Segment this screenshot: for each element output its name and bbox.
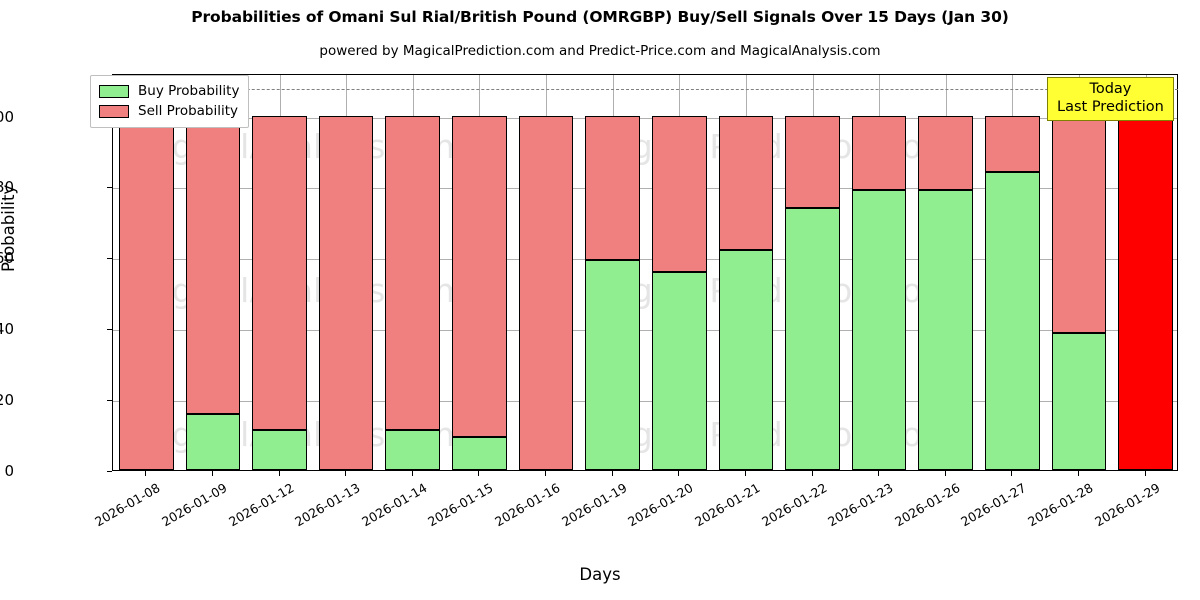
y-tick-label: 100: [0, 107, 14, 126]
bar-segment-buy[interactable]: [252, 429, 307, 470]
bar-segment-sell[interactable]: [718, 115, 774, 251]
bar-group[interactable]: [585, 75, 640, 470]
x-tick-label: 2026-01-08: [92, 480, 163, 530]
y-tick-label: 20: [0, 391, 14, 410]
bar-group[interactable]: [118, 75, 174, 470]
x-tick-mark: [678, 471, 680, 476]
y-tick-mark: [107, 258, 112, 260]
legend-item-buy: Buy Probability: [99, 81, 239, 101]
gridline-horizontal: [113, 259, 1177, 261]
bar-segment-buy[interactable]: [185, 414, 241, 470]
bar-segment-buy[interactable]: [785, 207, 840, 470]
bar-segment-buy[interactable]: [985, 171, 1040, 470]
x-tick-mark: [211, 471, 213, 476]
x-tick-mark: [611, 471, 613, 476]
chart-legend: Buy Probability Sell Probability: [90, 75, 250, 128]
bar-segment-buy[interactable]: [918, 189, 974, 470]
y-tick-mark: [107, 471, 112, 472]
bar-group[interactable]: [252, 75, 307, 470]
bar-segment-buy[interactable]: [385, 429, 441, 470]
bar-group[interactable]: [185, 75, 241, 470]
bar-group[interactable]: [385, 75, 441, 470]
today-label-line1: Today: [1089, 81, 1132, 97]
legend-swatch-sell: [99, 104, 129, 118]
bar-segment-sell[interactable]: [252, 115, 307, 430]
bar-segment-sell[interactable]: [518, 115, 574, 470]
gridline-horizontal: [113, 117, 1177, 119]
legend-item-sell: Sell Probability: [99, 101, 239, 121]
bar-group[interactable]: [651, 75, 707, 470]
gridline-horizontal: [113, 401, 1177, 403]
gridline-horizontal: [113, 188, 1177, 190]
x-tick-mark: [145, 471, 147, 476]
bar-segment-sell[interactable]: [651, 115, 707, 272]
x-tick-mark: [411, 471, 413, 476]
bar-segment-buy[interactable]: [452, 437, 507, 470]
bar-segment-sell[interactable]: [985, 115, 1040, 172]
x-tick-mark: [278, 471, 280, 476]
bar-group[interactable]: [318, 75, 374, 470]
bar-group[interactable]: [785, 75, 840, 470]
x-tick-mark: [811, 471, 813, 476]
bar-group[interactable]: [1051, 75, 1107, 470]
y-tick-label: 40: [0, 320, 14, 339]
bar-group[interactable]: [918, 75, 974, 470]
bar-group[interactable]: [1118, 75, 1173, 470]
bar-segment-sell[interactable]: [385, 115, 441, 430]
today-annotation: Today Last Prediction: [1047, 77, 1174, 122]
x-tick-mark: [1078, 471, 1080, 476]
x-tick-mark: [1144, 471, 1146, 476]
bar-today-highlight[interactable]: [1118, 115, 1173, 470]
bar-segment-buy[interactable]: [718, 250, 774, 470]
plot-area: MagicalAnalysis.comMagicalPrediction.com…: [112, 74, 1178, 471]
bar-segment-sell[interactable]: [185, 115, 241, 415]
x-tick-mark: [345, 471, 347, 476]
x-tick-mark: [478, 471, 480, 476]
bar-group[interactable]: [518, 75, 574, 470]
y-tick-mark: [107, 400, 112, 402]
bar-segment-sell[interactable]: [785, 115, 840, 208]
reference-line: [112, 89, 1178, 90]
x-tick-mark: [944, 471, 946, 476]
chart-title: Probabilities of Omani Sul Rial/British …: [191, 8, 1009, 26]
x-tick-mark: [1011, 471, 1013, 476]
legend-label-sell: Sell Probability: [138, 103, 239, 119]
y-tick-mark: [107, 329, 112, 331]
bar-segment-buy[interactable]: [585, 259, 640, 470]
x-axis-label: Days: [579, 565, 621, 584]
y-tick-label: 60: [0, 249, 14, 268]
x-tick-mark: [545, 471, 547, 476]
bar-segment-sell[interactable]: [851, 115, 907, 190]
y-tick-mark: [107, 187, 112, 189]
bar-segment-sell[interactable]: [118, 115, 174, 470]
legend-label-buy: Buy Probability: [138, 83, 240, 99]
chart-subtitle: powered by MagicalPrediction.com and Pre…: [319, 43, 881, 59]
bar-segment-buy[interactable]: [651, 271, 707, 470]
gridline-horizontal: [113, 330, 1177, 332]
legend-swatch-buy: [99, 84, 129, 98]
bar-segment-sell[interactable]: [452, 115, 507, 438]
bar-segment-buy[interactable]: [1051, 332, 1107, 470]
bar-group[interactable]: [851, 75, 907, 470]
bar-group[interactable]: [985, 75, 1040, 470]
bar-segment-sell[interactable]: [1051, 115, 1107, 333]
plot-clip: MagicalAnalysis.comMagicalPrediction.com…: [113, 75, 1177, 470]
y-tick-label: 80: [0, 178, 14, 197]
bar-group[interactable]: [452, 75, 507, 470]
bar-segment-buy[interactable]: [851, 189, 907, 470]
y-tick-label: 0: [4, 462, 14, 480]
bar-group[interactable]: [718, 75, 774, 470]
bar-segment-sell[interactable]: [918, 115, 974, 190]
bar-segment-sell[interactable]: [585, 115, 640, 260]
today-label-line2: Last Prediction: [1057, 98, 1164, 115]
x-tick-mark: [878, 471, 880, 476]
x-tick-mark: [744, 471, 746, 476]
bar-segment-sell[interactable]: [318, 115, 374, 470]
